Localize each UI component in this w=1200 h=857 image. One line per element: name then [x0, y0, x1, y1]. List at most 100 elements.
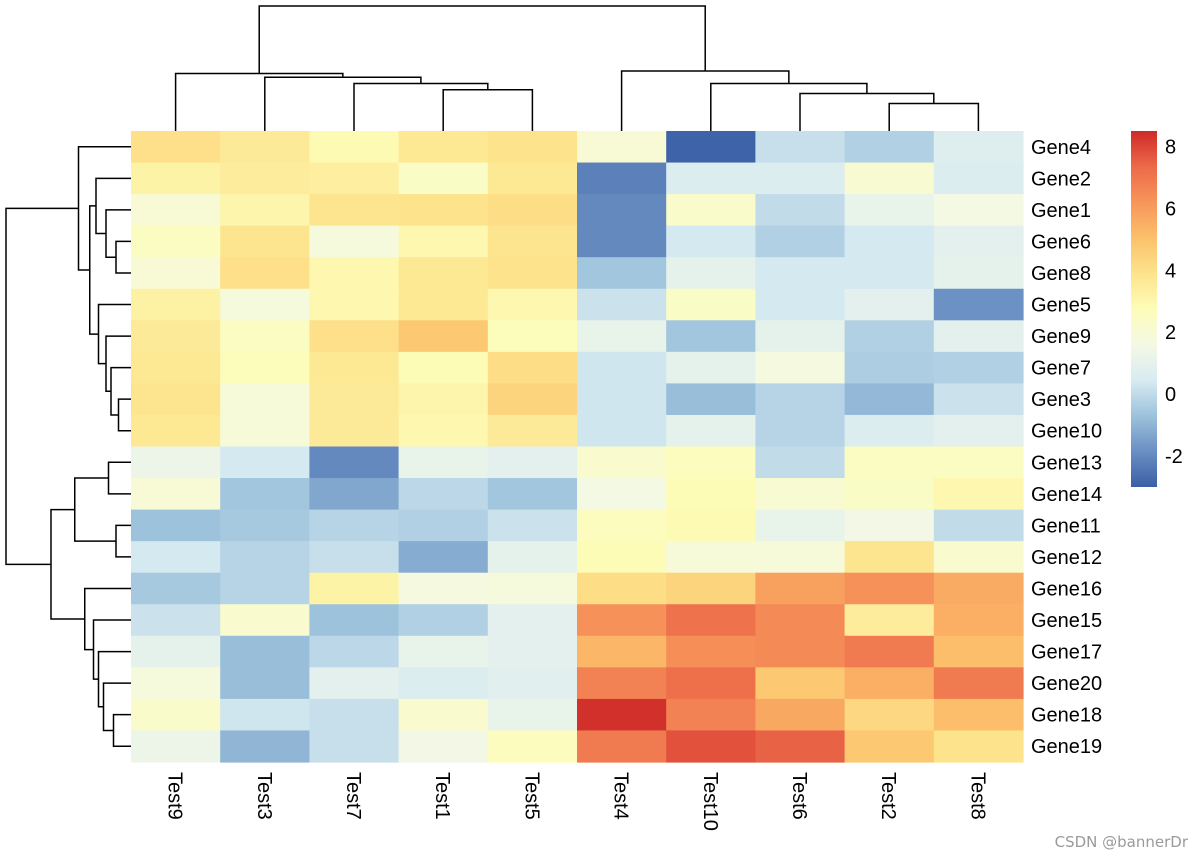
heatmap-cell — [487, 698, 578, 732]
heatmap-cell — [844, 635, 935, 668]
heatmap-cell — [666, 446, 756, 479]
heatmap-cell — [487, 667, 578, 700]
heatmap-cell — [933, 320, 1024, 353]
column-label: Test10 — [699, 772, 721, 831]
heatmap-cell — [844, 225, 935, 258]
heatmap-cell — [666, 604, 756, 637]
heatmap-cell — [131, 446, 221, 479]
heatmap-cell — [666, 541, 756, 574]
heatmap-cell — [131, 351, 221, 384]
heatmap-cell — [933, 131, 1024, 164]
heatmap-cell — [577, 509, 667, 542]
dendrogram-branch — [353, 82, 489, 131]
heatmap-cell — [220, 257, 310, 290]
heatmap-cell — [398, 572, 489, 605]
heatmap-cell — [487, 194, 578, 227]
row-label: Gene13 — [1031, 452, 1102, 474]
heatmap-cell — [309, 194, 400, 227]
heatmap-cell — [487, 604, 578, 637]
heatmap-cell — [220, 446, 310, 479]
heatmap-cell — [220, 194, 310, 227]
heatmap-cell — [755, 288, 846, 321]
heatmap-cell — [933, 509, 1024, 542]
heatmap-cell — [220, 635, 310, 668]
heatmap-cell — [398, 194, 489, 227]
dendrogram-branch — [89, 205, 99, 335]
heatmap-cell — [220, 698, 310, 732]
heatmap-cell — [131, 698, 221, 732]
colorbar-tick-label: 2 — [1165, 322, 1176, 344]
heatmap-cell — [131, 225, 221, 258]
heatmap-cell — [487, 131, 578, 164]
row-label: Gene3 — [1031, 389, 1091, 411]
heatmap-cell — [844, 446, 935, 479]
heatmap-cell — [487, 635, 578, 668]
heatmap-cell — [755, 478, 846, 511]
heatmap-cell — [577, 572, 667, 605]
row-label: Gene14 — [1031, 484, 1102, 506]
heatmap-cell — [398, 414, 489, 448]
heatmap-cell — [666, 383, 756, 416]
heatmap-cell — [309, 225, 400, 258]
heatmap-cell — [844, 509, 935, 542]
heatmap-cell — [755, 572, 846, 605]
row-label: Gene20 — [1031, 673, 1102, 695]
heatmap-cells — [131, 131, 1024, 763]
row-label: Gene15 — [1031, 610, 1102, 632]
heatmap-cell — [933, 635, 1024, 668]
heatmap-cell — [844, 257, 935, 290]
heatmap-cell — [755, 131, 846, 164]
heatmap-cell — [577, 478, 667, 511]
heatmap-cell — [666, 635, 756, 668]
row-label: Gene10 — [1031, 421, 1102, 443]
row-label: Gene17 — [1031, 642, 1102, 664]
heatmap-cell — [755, 383, 846, 416]
heatmap-cell — [131, 414, 221, 448]
heatmap-cell — [577, 320, 667, 353]
column-label: Test8 — [966, 772, 988, 820]
heatmap-cell — [844, 541, 935, 574]
heatmap-cell — [487, 320, 578, 353]
dendrogram-branch — [258, 5, 706, 74]
dendrogram-branch — [264, 76, 422, 131]
heatmap-cell — [844, 478, 935, 511]
heatmap-cell — [131, 194, 221, 227]
heatmap-cell — [398, 162, 489, 195]
colorbar-legend: 8 6 4 2 0 -2 — [1131, 131, 1183, 487]
dendrogram-branch — [620, 70, 790, 131]
heatmap-cell — [577, 131, 667, 164]
heatmap-cell — [131, 667, 221, 700]
heatmap-cell — [487, 351, 578, 384]
dendrogram-branch — [102, 682, 131, 732]
heatmap-cell — [933, 351, 1024, 384]
heatmap-cell — [487, 162, 578, 195]
heatmap-cell — [131, 541, 221, 574]
row-label: Gene11 — [1031, 515, 1101, 537]
row-labels: Gene4 Gene2 Gene1 Gene6 Gene8 Gene5 Gene9 Gene7… — [1031, 137, 1102, 758]
row-label: Gene19 — [1031, 736, 1102, 758]
heatmap-cell — [933, 541, 1024, 574]
heatmap-cell — [844, 698, 935, 732]
heatmap-cell — [309, 604, 400, 637]
heatmap-cell — [309, 446, 400, 479]
heatmap-cell — [755, 698, 846, 732]
heatmap-cell — [309, 414, 400, 448]
heatmap-cell — [577, 194, 667, 227]
heatmap-cell — [487, 541, 578, 574]
heatmap-cell — [577, 162, 667, 195]
heatmap-cell — [666, 572, 756, 605]
heatmap-cell — [220, 351, 310, 384]
row-label: Gene7 — [1031, 358, 1091, 380]
heatmap-cell — [577, 730, 667, 763]
dendrogram-branch — [95, 177, 131, 235]
heatmap-cell — [398, 509, 489, 542]
row-label: Gene18 — [1031, 705, 1102, 727]
heatmap-cell — [755, 351, 846, 384]
heatmap-cell — [666, 351, 756, 384]
dendrogram-branch — [799, 92, 935, 131]
dendrogram-branch — [50, 508, 85, 620]
dendrogram-branch — [77, 146, 131, 271]
dendrogram-branch — [710, 82, 868, 131]
heatmap-cell — [933, 383, 1024, 416]
